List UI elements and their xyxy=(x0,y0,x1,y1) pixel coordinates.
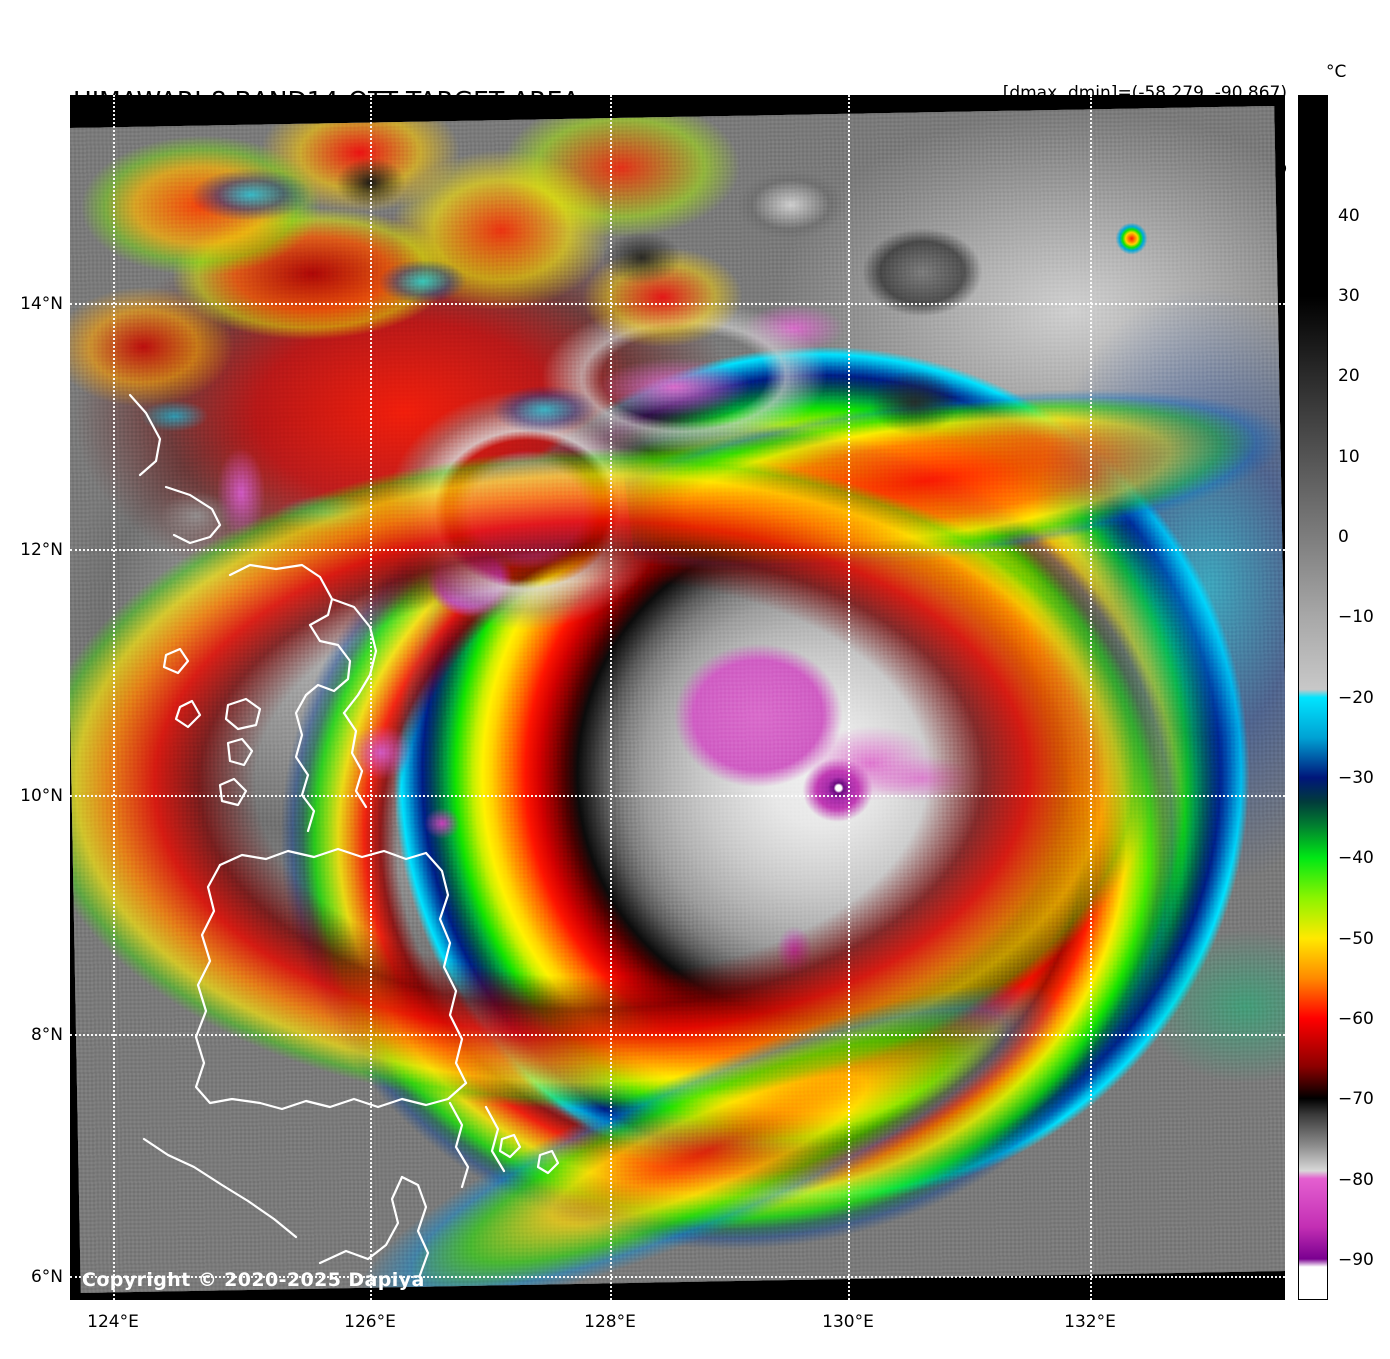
ytick-12n: 12°N xyxy=(20,540,63,560)
colorbar-tick-neg50: −50 xyxy=(1338,928,1374,949)
gridline-vertical-128e xyxy=(610,95,612,1300)
colorbar-unit-label: °C xyxy=(1326,62,1347,82)
copyright-label: Copyright © 2020-2025 Dapiya xyxy=(82,1269,425,1291)
colorbar-tick-neg70: −70 xyxy=(1338,1089,1374,1110)
gridline-vertical-132e xyxy=(1090,95,1092,1300)
colorbar-tick-neg90: −90 xyxy=(1338,1249,1374,1270)
colorbar-tick-neg40: −40 xyxy=(1338,848,1374,869)
xtick-132e: 132°E xyxy=(1064,1312,1116,1332)
colorbar-tick-30: 30 xyxy=(1338,285,1360,306)
gridline-horizontal-10n xyxy=(70,795,1285,797)
colorbar-tick-neg30: −30 xyxy=(1338,767,1374,788)
ytick-8n: 8°N xyxy=(30,1025,63,1045)
ytick-10n: 10°N xyxy=(20,786,63,806)
gridline-vertical-130e xyxy=(848,95,850,1300)
gridline-vertical-124e xyxy=(113,95,115,1300)
gridline-vertical-126e xyxy=(370,95,372,1300)
colorbar-tick-40: 40 xyxy=(1338,205,1360,226)
colorbar-tick-neg20: −20 xyxy=(1338,687,1374,708)
xtick-126e: 126°E xyxy=(344,1312,396,1332)
colorbar-tick-neg10: −10 xyxy=(1338,607,1374,628)
xtick-130e: 130°E xyxy=(822,1312,874,1332)
ytick-14n: 14°N xyxy=(20,294,63,314)
gridline-horizontal-6n xyxy=(70,1276,1285,1278)
colorbar-tick-20: 20 xyxy=(1338,366,1360,387)
colorbar xyxy=(1298,95,1328,1300)
colorbar-tick-10: 10 xyxy=(1338,446,1360,467)
ytick-6n: 6°N xyxy=(30,1267,63,1287)
gridline-horizontal-12n xyxy=(70,549,1285,551)
gridline-horizontal-8n xyxy=(70,1034,1285,1036)
satellite-plot-area: Copyright © 2020-2025 Dapiya xyxy=(70,95,1285,1300)
gridline-horizontal-14n xyxy=(70,303,1285,305)
colorbar-tick-neg80: −80 xyxy=(1338,1169,1374,1190)
colorbar-gradient xyxy=(1299,96,1327,1299)
xtick-128e: 128°E xyxy=(584,1312,636,1332)
xtick-124e: 124°E xyxy=(87,1312,139,1332)
colorbar-tick-0: 0 xyxy=(1338,526,1349,547)
colorbar-tick-neg60: −60 xyxy=(1338,1008,1374,1029)
satellite-imagery xyxy=(70,95,1285,1300)
